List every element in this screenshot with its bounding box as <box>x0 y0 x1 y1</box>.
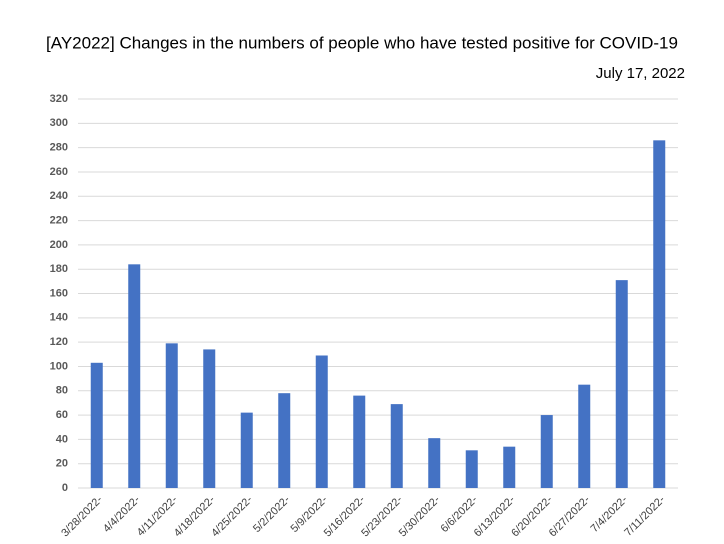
chart-subtitle: July 17, 2022 <box>596 65 685 82</box>
bar <box>540 415 553 488</box>
bar <box>128 264 141 488</box>
bar <box>503 446 516 488</box>
bar <box>390 404 403 488</box>
y-tick-label: 60 <box>56 409 68 421</box>
y-tick-label: 300 <box>50 117 68 129</box>
y-tick-label: 80 <box>56 385 68 397</box>
chart-title: [AY2022] Changes in the numbers of peopl… <box>46 33 678 52</box>
x-tick-label: 6/27/2022- <box>547 493 593 539</box>
y-tick-label: 280 <box>50 142 68 154</box>
bar <box>90 362 103 488</box>
bar <box>653 140 666 489</box>
y-tick-label: 140 <box>50 312 68 324</box>
bar <box>428 438 441 488</box>
bar <box>240 412 253 488</box>
bar <box>165 343 178 488</box>
y-tick-label: 180 <box>50 263 68 275</box>
y-tick-label: 120 <box>50 336 68 348</box>
x-tick-label: 5/2/2022- <box>251 493 293 535</box>
y-tick-label: 240 <box>50 190 68 202</box>
y-tick-label: 220 <box>50 214 68 226</box>
x-tick-label: 7/11/2022- <box>622 493 667 538</box>
x-tick-label: 3/28/2022- <box>59 493 105 539</box>
y-tick-label: 40 <box>56 433 68 445</box>
y-tick-label: 20 <box>56 458 68 470</box>
bar <box>203 349 216 488</box>
bar <box>615 280 628 488</box>
bar <box>578 384 591 488</box>
y-tick-label: 0 <box>62 482 68 494</box>
x-tick-label: 4/25/2022- <box>209 493 255 539</box>
bar <box>353 395 366 488</box>
bar <box>465 450 478 488</box>
y-tick-label: 100 <box>50 360 68 372</box>
bar <box>315 355 328 488</box>
y-tick-label: 200 <box>50 239 68 251</box>
x-tick-label: 5/30/2022- <box>397 493 443 539</box>
y-tick-label: 160 <box>50 287 68 299</box>
y-tick-label: 260 <box>50 166 68 178</box>
bar <box>278 393 291 488</box>
y-tick-label: 320 <box>50 93 68 105</box>
